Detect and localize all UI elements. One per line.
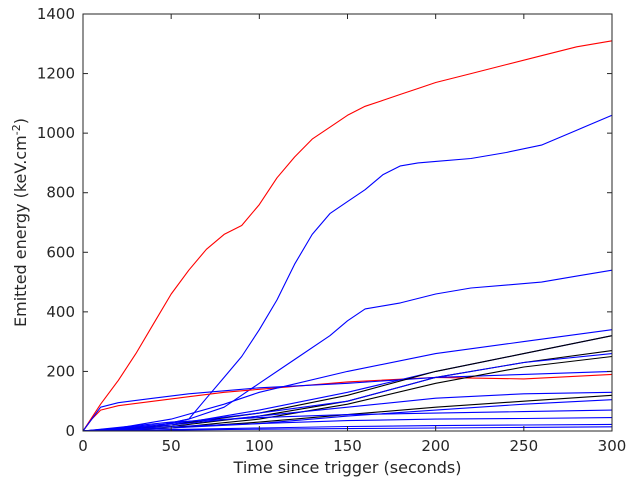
series-line-4 (82, 373, 613, 432)
y-tick-label: 800 (46, 184, 75, 202)
y-tick-label: 600 (46, 243, 75, 261)
y-tick-label: 0 (65, 422, 75, 440)
x-tick-label: 100 (245, 437, 274, 455)
series-line-3 (82, 269, 613, 432)
y-axis-label: Emitted energy (keV.cm-2) (10, 118, 30, 327)
y-tick-label: 200 (46, 362, 75, 380)
series-line-1 (82, 40, 613, 432)
series-layer (82, 40, 613, 432)
plot-frame (82, 13, 613, 432)
x-tick-label: 250 (510, 437, 539, 455)
x-tick-label: 200 (421, 437, 450, 455)
series-line-15 (82, 409, 613, 432)
series-line-12 (82, 391, 613, 432)
x-tick-label: 0 (78, 437, 88, 455)
x-axis-label: Time since trigger (seconds) (233, 458, 462, 477)
y-tick-label: 1200 (37, 65, 75, 83)
y-axis-label-superscript: -2 (10, 124, 23, 135)
y-axis-label-suffix: ) (11, 118, 30, 124)
x-tick-label: 50 (162, 437, 181, 455)
x-tick-label: 300 (598, 437, 627, 455)
y-axis-label-main: Emitted energy (keV.cm (11, 135, 30, 327)
series-line-6 (82, 329, 613, 432)
tick-layer: 0 50 100 150 200 250 300 0 200 400 600 800 1000 1200 1… (37, 5, 627, 455)
y-tick-label: 400 (46, 303, 75, 321)
y-tick-label: 1000 (37, 124, 75, 142)
x-tick-label: 150 (333, 437, 362, 455)
series-line-11 (82, 353, 613, 432)
y-tick-label: 1400 (37, 5, 75, 23)
series-line-2 (82, 114, 613, 432)
series-line-5 (82, 370, 613, 432)
